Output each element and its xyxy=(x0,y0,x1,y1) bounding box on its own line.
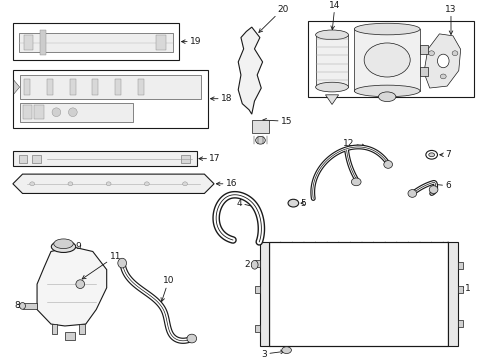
Text: 20: 20 xyxy=(259,5,288,32)
Ellipse shape xyxy=(145,182,149,186)
Ellipse shape xyxy=(351,178,361,186)
Ellipse shape xyxy=(441,74,446,79)
Ellipse shape xyxy=(187,334,196,343)
Bar xyxy=(40,30,46,55)
Ellipse shape xyxy=(106,182,111,186)
Text: 5: 5 xyxy=(300,199,306,208)
Bar xyxy=(20,103,133,122)
Text: 11: 11 xyxy=(82,252,121,279)
Bar xyxy=(51,324,57,334)
Bar xyxy=(252,120,269,134)
Text: 15: 15 xyxy=(263,117,293,126)
Ellipse shape xyxy=(408,190,416,197)
Polygon shape xyxy=(14,80,20,94)
Text: 14: 14 xyxy=(329,1,341,30)
Text: 8: 8 xyxy=(14,301,23,310)
Ellipse shape xyxy=(429,153,435,157)
Bar xyxy=(156,35,166,50)
Bar xyxy=(138,79,144,95)
Text: 1: 1 xyxy=(460,284,470,293)
Bar xyxy=(255,260,260,267)
Bar xyxy=(19,155,27,163)
Bar xyxy=(19,33,173,52)
Ellipse shape xyxy=(183,182,188,186)
Ellipse shape xyxy=(282,347,292,354)
Bar xyxy=(23,303,37,309)
Bar xyxy=(79,324,85,334)
Text: 16: 16 xyxy=(217,179,237,188)
Ellipse shape xyxy=(384,161,392,168)
Bar xyxy=(316,35,348,87)
Text: 6: 6 xyxy=(431,181,451,190)
Ellipse shape xyxy=(316,30,348,40)
Bar xyxy=(255,325,260,332)
Ellipse shape xyxy=(256,136,265,144)
Bar xyxy=(13,70,208,128)
Ellipse shape xyxy=(378,92,396,102)
Bar xyxy=(420,67,428,76)
Bar xyxy=(115,79,121,95)
Bar xyxy=(308,21,474,97)
Text: 10: 10 xyxy=(161,276,174,302)
Ellipse shape xyxy=(438,54,449,68)
Text: 2: 2 xyxy=(244,260,255,269)
Ellipse shape xyxy=(364,43,410,77)
Bar xyxy=(13,23,179,60)
Ellipse shape xyxy=(251,260,258,269)
Ellipse shape xyxy=(118,258,126,268)
Ellipse shape xyxy=(452,51,458,56)
Polygon shape xyxy=(238,27,263,114)
Polygon shape xyxy=(13,174,214,193)
Bar xyxy=(70,79,75,95)
Ellipse shape xyxy=(30,182,35,186)
Ellipse shape xyxy=(429,186,438,193)
Bar xyxy=(65,332,74,339)
Bar xyxy=(23,105,32,119)
Ellipse shape xyxy=(54,239,74,249)
Ellipse shape xyxy=(68,182,73,186)
Bar xyxy=(20,76,201,99)
Bar xyxy=(420,45,428,54)
Polygon shape xyxy=(325,95,339,104)
Bar xyxy=(354,29,420,91)
Text: 19: 19 xyxy=(182,37,201,46)
Ellipse shape xyxy=(429,51,435,56)
Text: 7: 7 xyxy=(440,150,451,159)
Ellipse shape xyxy=(76,280,85,288)
Bar xyxy=(458,320,463,327)
Text: 3: 3 xyxy=(262,350,284,359)
Bar xyxy=(32,155,41,163)
Polygon shape xyxy=(424,34,461,88)
Bar xyxy=(448,242,458,346)
Bar xyxy=(255,286,260,293)
Bar xyxy=(24,79,30,95)
Bar xyxy=(47,79,53,95)
Bar xyxy=(269,242,448,346)
Ellipse shape xyxy=(20,302,25,309)
Text: 9: 9 xyxy=(66,242,81,251)
Ellipse shape xyxy=(288,199,299,207)
Bar xyxy=(269,242,448,346)
Bar xyxy=(458,262,463,269)
Polygon shape xyxy=(37,247,107,326)
Ellipse shape xyxy=(426,150,438,159)
Bar xyxy=(260,242,269,346)
Ellipse shape xyxy=(354,23,420,35)
Ellipse shape xyxy=(51,241,75,252)
Bar xyxy=(13,151,196,166)
Text: 13: 13 xyxy=(445,5,457,35)
Bar xyxy=(93,79,98,95)
Bar xyxy=(181,155,190,163)
Text: 18: 18 xyxy=(211,94,232,103)
Text: 12: 12 xyxy=(343,139,366,148)
Ellipse shape xyxy=(52,108,61,117)
Bar xyxy=(458,286,463,293)
Ellipse shape xyxy=(316,82,348,92)
Text: 4: 4 xyxy=(237,199,257,208)
Ellipse shape xyxy=(354,85,420,97)
Bar xyxy=(24,35,33,50)
Text: 17: 17 xyxy=(199,154,221,163)
Bar xyxy=(34,105,44,119)
Ellipse shape xyxy=(69,108,77,117)
